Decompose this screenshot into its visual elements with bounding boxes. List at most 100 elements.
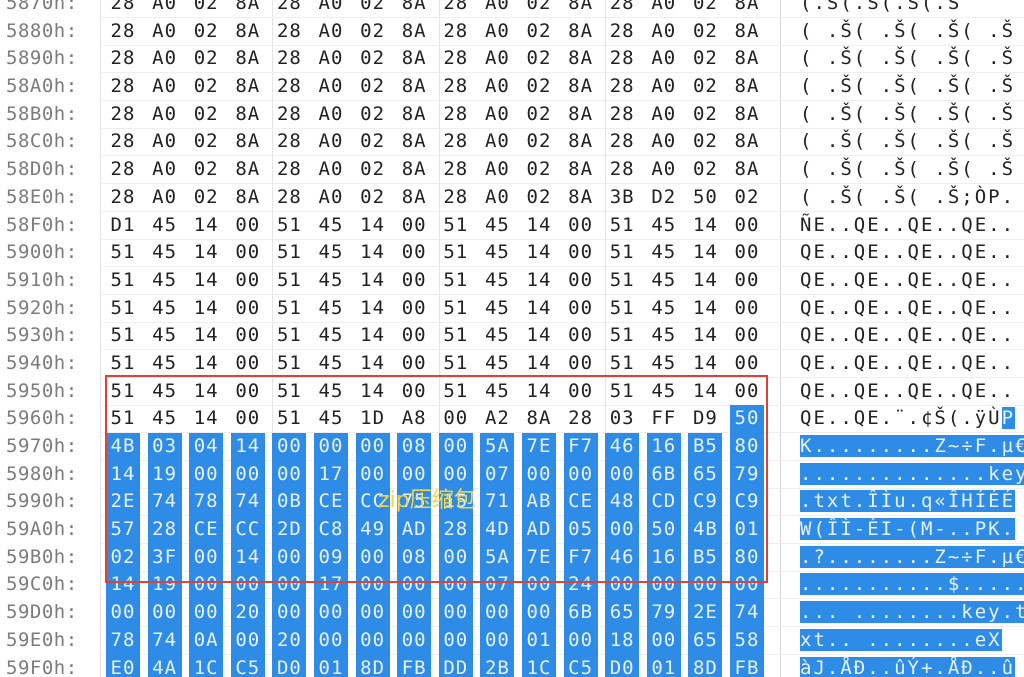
hex-byte[interactable]: 51	[110, 351, 136, 374]
hex-byte[interactable]: 28	[443, 75, 469, 98]
hex-byte[interactable]: 00	[734, 268, 760, 291]
hex-byte[interactable]: A0	[152, 75, 178, 98]
hex-byte[interactable]: 51	[609, 324, 635, 347]
hex-byte[interactable]: 00	[189, 543, 224, 572]
hex-byte[interactable]: 28	[110, 130, 136, 153]
hex-byte[interactable]: 51	[110, 241, 136, 264]
hex-byte[interactable]: 00	[355, 460, 390, 489]
hex-byte[interactable]: 02	[526, 75, 552, 98]
hex-byte[interactable]: 00	[272, 460, 307, 489]
hex-byte[interactable]: A0	[651, 47, 677, 70]
hex-byte[interactable]: 28	[438, 516, 473, 544]
hex-byte[interactable]: 02	[526, 19, 552, 42]
hex-byte[interactable]: 8A	[734, 130, 760, 153]
hex-byte[interactable]: 17	[314, 571, 348, 600]
hex-byte[interactable]: 28	[276, 75, 302, 98]
hex-byte[interactable]: 00	[568, 296, 594, 319]
hex-byte[interactable]: 28	[609, 102, 635, 125]
hex-byte[interactable]: 28	[609, 130, 635, 153]
hex-byte[interactable]: 07	[480, 571, 515, 600]
hex-byte[interactable]: 00	[397, 460, 432, 489]
hex-byte[interactable]: 00	[443, 407, 469, 430]
hex-byte[interactable]: 02	[360, 47, 386, 70]
hex-byte[interactable]: 00	[397, 599, 432, 627]
hex-byte[interactable]: 1C	[189, 654, 224, 677]
ascii-text[interactable]: ( .Š( .Š( .Š;ÒP.	[800, 185, 1016, 208]
hex-byte[interactable]: 28	[276, 47, 302, 70]
hex-byte[interactable]: 02	[106, 543, 140, 572]
hex-byte[interactable]: 02	[692, 0, 718, 14]
hex-byte[interactable]: 14	[692, 351, 718, 374]
hex-byte[interactable]: 79	[730, 460, 764, 489]
hex-byte[interactable]: FB	[397, 654, 432, 677]
hex-byte[interactable]: 28	[609, 47, 635, 70]
ascii-text[interactable]: ( .Š( .Š( .Š( .Š	[800, 47, 1016, 70]
hex-byte[interactable]: 8A	[235, 130, 261, 153]
hex-byte[interactable]: 8A	[568, 158, 594, 181]
hex-byte[interactable]: A0	[318, 130, 344, 153]
hex-byte[interactable]: 14	[360, 268, 386, 291]
hex-byte[interactable]: 00	[734, 296, 760, 319]
hex-byte[interactable]: 8A	[734, 19, 760, 42]
hex-byte[interactable]: 00	[688, 571, 723, 600]
hex-byte[interactable]: 51	[443, 213, 469, 236]
hex-byte[interactable]: A0	[484, 0, 510, 14]
hex-byte[interactable]: 15	[438, 488, 473, 517]
hex-byte[interactable]: A0	[318, 102, 344, 125]
hex-byte[interactable]: 00	[272, 543, 307, 572]
hex-byte[interactable]: 00	[605, 516, 640, 544]
hex-byte[interactable]: 02	[360, 75, 386, 98]
hex-byte[interactable]: 00	[189, 460, 224, 489]
hex-byte[interactable]: 02	[193, 102, 219, 125]
hex-byte[interactable]: 02	[526, 47, 552, 70]
hex-byte[interactable]: 00	[235, 351, 261, 374]
hex-byte[interactable]: A0	[152, 47, 178, 70]
hex-byte[interactable]: 28	[609, 19, 635, 42]
hex-byte[interactable]: 02	[360, 19, 386, 42]
hex-byte[interactable]: 51	[443, 268, 469, 291]
hex-byte[interactable]: 00	[734, 351, 760, 374]
hex-byte[interactable]: 00	[235, 213, 261, 236]
hex-byte[interactable]: 8A	[401, 0, 427, 14]
hex-byte[interactable]: 14	[526, 268, 552, 291]
hex-byte[interactable]: A0	[651, 0, 677, 14]
hex-byte[interactable]: 14	[692, 213, 718, 236]
hex-byte[interactable]: 00	[438, 626, 473, 655]
hex-byte[interactable]: 00	[314, 433, 348, 461]
hex-byte[interactable]: 4B	[688, 516, 723, 544]
hex-byte[interactable]: 8A	[401, 130, 427, 153]
hex-byte[interactable]: 14	[526, 351, 552, 374]
hex-byte[interactable]: 00	[605, 460, 640, 489]
hex-byte[interactable]: 51	[276, 324, 302, 347]
hex-byte[interactable]: 00	[147, 599, 182, 627]
hex-byte[interactable]: 02	[193, 0, 219, 14]
hex-byte[interactable]: A0	[651, 102, 677, 125]
hex-byte[interactable]: 02	[360, 158, 386, 181]
hex-byte[interactable]: 00	[272, 599, 307, 627]
hex-byte[interactable]: 80	[730, 543, 764, 572]
ascii-text[interactable]: xt.. ........eX	[800, 627, 1002, 655]
hex-byte[interactable]: D0	[272, 654, 307, 677]
hex-byte[interactable]: 45	[484, 296, 510, 319]
hex-byte[interactable]: 02	[526, 158, 552, 181]
hex-byte[interactable]: 00	[401, 351, 427, 374]
hex-byte[interactable]: 28	[443, 102, 469, 125]
hex-byte[interactable]: 02	[193, 130, 219, 153]
hex-byte[interactable]: 01	[522, 626, 556, 655]
hex-byte[interactable]: 2D	[272, 516, 307, 544]
hex-byte[interactable]: 8A	[401, 185, 427, 208]
hex-byte[interactable]: 14	[193, 324, 219, 347]
hex-byte[interactable]: 00	[235, 241, 261, 264]
hex-byte[interactable]: 14	[360, 351, 386, 374]
ascii-text[interactable]: ( .Š( .Š( .Š( .Š	[800, 130, 1016, 153]
hex-byte[interactable]: 00	[438, 460, 473, 489]
hex-byte[interactable]: 00	[355, 571, 390, 600]
hex-byte[interactable]: 00	[734, 213, 760, 236]
hex-byte[interactable]: 8A	[235, 0, 261, 14]
hex-byte[interactable]: 01	[314, 654, 348, 677]
hex-byte[interactable]: 51	[443, 241, 469, 264]
hex-byte[interactable]: 58	[730, 626, 764, 655]
hex-byte[interactable]: A0	[651, 75, 677, 98]
ascii-text[interactable]: QE..QE..QE..QE..	[800, 241, 1016, 264]
hex-byte[interactable]: 78	[106, 626, 140, 655]
